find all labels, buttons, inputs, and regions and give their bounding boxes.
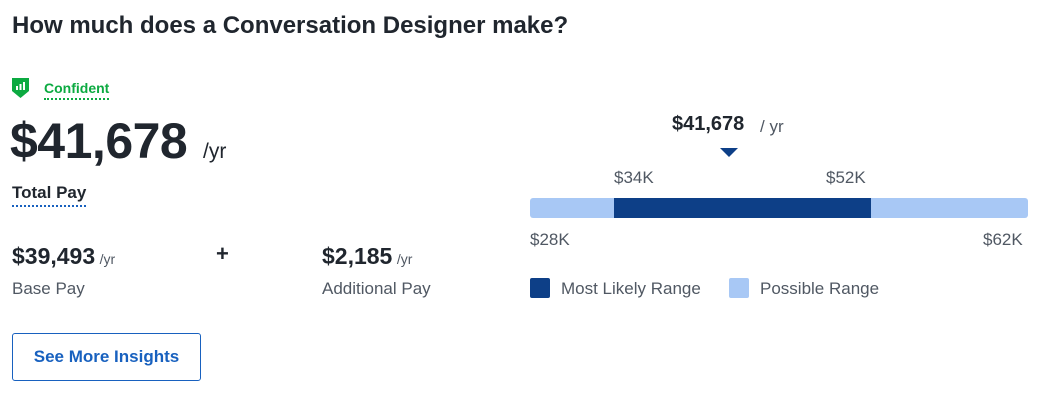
see-more-insights-button[interactable]: See More Insights: [12, 333, 201, 381]
plus-sign: +: [216, 241, 229, 266]
base-pay-label: Base Pay: [12, 279, 85, 298]
possible-range-low-label: $28K: [530, 230, 570, 249]
legend-label-most-likely: Most Likely Range: [561, 279, 701, 298]
total-pay-label[interactable]: Total Pay: [12, 183, 87, 207]
base-pay-value: $39,493: [12, 243, 96, 269]
legend-label-possible: Possible Range: [760, 279, 880, 298]
confidence-label[interactable]: Confident: [44, 80, 110, 100]
likely-range-low-label: $34K: [614, 168, 654, 187]
median-pay-unit: / yr: [760, 117, 784, 136]
most-likely-range-bar: [614, 198, 871, 218]
additional-pay-unit: /yr: [396, 251, 413, 267]
page-title: How much does a Conversation Designer ma…: [12, 12, 569, 39]
possible-range-high-label: $62K: [983, 230, 1023, 249]
additional-pay-value: $2,185: [322, 243, 393, 269]
additional-pay-label: Additional Pay: [322, 279, 431, 298]
additional-pay-block: $2,185 /yr: [322, 242, 412, 270]
likely-range-high-label: $52K: [826, 168, 866, 187]
base-pay-block: $39,493 /yr: [12, 242, 115, 270]
total-pay-unit: /yr: [203, 140, 227, 163]
legend-swatch-possible: [729, 278, 749, 298]
bar-chart-shield-icon: [12, 78, 29, 98]
median-pay-value: $41,678: [672, 113, 745, 135]
legend-swatch-most-likely: [530, 278, 550, 298]
base-pay-unit: /yr: [99, 251, 116, 267]
median-marker-icon: [720, 148, 738, 157]
total-pay-value: $41,678: [10, 113, 188, 169]
